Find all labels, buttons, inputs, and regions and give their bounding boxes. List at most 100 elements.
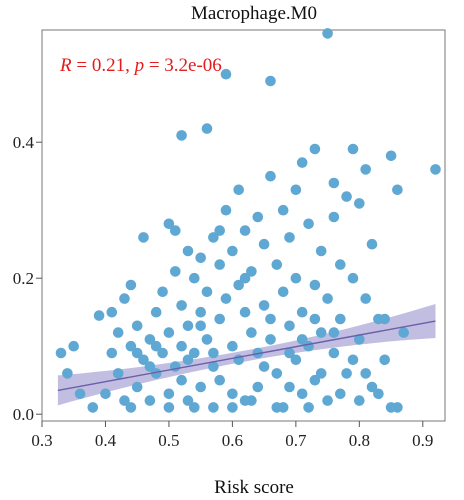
data-point bbox=[131, 381, 143, 393]
data-point bbox=[360, 164, 372, 175]
data-point bbox=[303, 218, 314, 230]
data-point bbox=[163, 327, 175, 338]
p-label: p bbox=[133, 55, 145, 76]
data-point bbox=[335, 388, 346, 400]
data-point bbox=[309, 279, 321, 291]
data-point bbox=[125, 279, 137, 291]
data-point bbox=[328, 211, 340, 223]
data-point bbox=[144, 361, 156, 372]
x-tick-label: 0.9 bbox=[412, 431, 433, 450]
x-tick-label: 0.4 bbox=[95, 431, 117, 450]
data-point bbox=[93, 310, 105, 321]
data-point bbox=[182, 245, 194, 257]
data-point bbox=[233, 279, 244, 291]
data-point bbox=[430, 164, 441, 175]
data-point bbox=[246, 266, 257, 277]
data-point bbox=[335, 259, 346, 270]
data-point bbox=[55, 347, 67, 359]
data-point bbox=[170, 266, 181, 277]
data-point bbox=[315, 245, 327, 257]
correlation-annotation: R = 0.21, p = 3.2e-06 bbox=[59, 55, 222, 76]
data-point bbox=[157, 286, 168, 298]
data-point bbox=[182, 395, 194, 406]
regression-line bbox=[57, 320, 436, 392]
data-point bbox=[347, 272, 359, 284]
x-axis-ticks: 0.3 0.4 0.5 0.6 0.7 0.8 0.9 bbox=[31, 421, 433, 450]
data-point bbox=[119, 293, 130, 304]
data-point bbox=[157, 347, 168, 359]
data-point bbox=[176, 340, 187, 352]
data-point bbox=[163, 218, 175, 230]
data-point bbox=[170, 361, 181, 372]
data-point bbox=[112, 368, 124, 379]
data-point bbox=[271, 259, 283, 270]
data-point bbox=[163, 402, 175, 413]
data-point bbox=[189, 402, 200, 413]
data-point bbox=[322, 293, 333, 304]
data-point bbox=[227, 402, 238, 413]
data-point bbox=[176, 374, 187, 386]
data-point bbox=[398, 327, 410, 338]
data-point bbox=[296, 334, 308, 345]
data-point bbox=[195, 252, 206, 264]
x-axis-title: Risk score bbox=[214, 477, 294, 498]
data-point bbox=[74, 388, 86, 400]
data-point bbox=[233, 184, 244, 196]
data-point bbox=[227, 245, 238, 257]
data-point bbox=[277, 204, 289, 216]
data-point bbox=[360, 293, 372, 304]
data-point bbox=[68, 340, 79, 352]
y-axis-ticks: 0.0 0.2 0.4 bbox=[13, 133, 42, 424]
data-point bbox=[258, 361, 270, 372]
data-point bbox=[100, 388, 111, 400]
y-tick-label: 0.2 bbox=[13, 269, 34, 288]
x-tick-label: 0.3 bbox=[31, 431, 52, 450]
data-point bbox=[265, 313, 276, 325]
x-tick-label: 0.6 bbox=[222, 431, 243, 450]
data-point bbox=[163, 388, 175, 400]
data-point bbox=[315, 327, 327, 338]
data-point bbox=[392, 402, 403, 413]
data-point bbox=[208, 361, 219, 372]
data-point bbox=[328, 177, 340, 189]
data-point bbox=[182, 320, 194, 332]
r-label: R bbox=[59, 55, 72, 76]
data-point bbox=[309, 374, 321, 386]
data-point bbox=[227, 388, 238, 400]
data-point bbox=[373, 388, 384, 400]
data-point bbox=[227, 340, 238, 352]
data-point bbox=[239, 272, 251, 284]
data-point bbox=[189, 347, 200, 359]
x-tick-label: 0.8 bbox=[349, 431, 370, 450]
data-points-layer bbox=[55, 28, 441, 413]
data-point bbox=[296, 388, 308, 400]
data-point bbox=[201, 286, 213, 298]
data-point bbox=[150, 368, 162, 379]
data-point bbox=[131, 347, 143, 359]
data-point bbox=[239, 225, 251, 236]
data-point bbox=[208, 347, 219, 359]
data-point bbox=[309, 313, 321, 325]
data-point bbox=[335, 313, 346, 325]
data-point bbox=[296, 157, 308, 168]
data-point bbox=[189, 272, 200, 284]
data-point bbox=[150, 340, 162, 352]
y-tick-label: 0.4 bbox=[13, 133, 35, 152]
data-point bbox=[201, 123, 213, 134]
data-point bbox=[252, 381, 264, 393]
data-point bbox=[366, 381, 378, 393]
p-value: = 3.2e-06 bbox=[149, 55, 222, 76]
data-point bbox=[252, 211, 264, 223]
data-point bbox=[354, 198, 365, 209]
data-point bbox=[341, 368, 352, 379]
data-point bbox=[284, 347, 295, 359]
data-point bbox=[239, 306, 251, 318]
data-point bbox=[290, 184, 302, 196]
data-point bbox=[144, 334, 156, 345]
data-point bbox=[144, 395, 156, 406]
data-point bbox=[277, 286, 289, 298]
data-point bbox=[176, 300, 187, 311]
data-point bbox=[271, 368, 283, 379]
data-point bbox=[220, 68, 232, 80]
